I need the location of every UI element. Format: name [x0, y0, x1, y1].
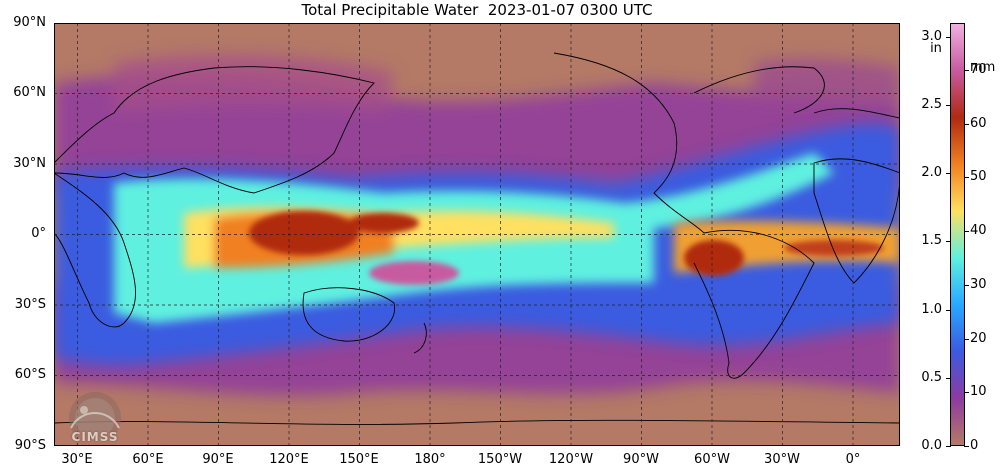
colorbar — [946, 23, 969, 447]
tpw-map-canvas — [54, 23, 900, 446]
colorbar-in-tick — [946, 173, 951, 175]
colorbar-in-tick-label: 2.0 — [921, 165, 942, 181]
map-frame — [54, 23, 900, 446]
lon-label-180: 180° — [414, 452, 446, 467]
colorbar-mm-tick-label: 70 — [970, 61, 987, 77]
lat-label-60s: 60°S — [14, 367, 46, 382]
colorbar-mm-tick — [964, 177, 969, 179]
moisture-intense-layer — [249, 211, 884, 285]
lat-label-0: 0° — [31, 226, 46, 241]
cimss-logo: CIMSS — [56, 388, 134, 444]
map-title: Total Precipitable Water 2023-01-07 0300… — [301, 1, 653, 19]
lat-label-60n: 60°N — [13, 85, 46, 100]
colorbar-in-tick-label: 0.0 — [921, 438, 942, 453]
colorbar-in-tick — [946, 104, 951, 106]
colorbar-mm-tick-label: 50 — [970, 169, 987, 185]
colorbar-in-tick — [946, 241, 951, 243]
colorbar-mm-tick — [964, 123, 969, 125]
colorbar-in-tick — [946, 309, 951, 311]
lon-label-90e: 90°E — [202, 452, 234, 467]
colorbar-in-tick-label: 3.0 — [921, 28, 942, 44]
colorbar-mm-tick-label: 40 — [970, 223, 987, 239]
colorbar-mm-tick-label: 0 — [970, 438, 979, 453]
colorbar-in-tick — [946, 36, 951, 38]
lat-label-90s: 90°S — [14, 438, 46, 453]
cimss-logo-emblem — [69, 392, 121, 444]
colorbar-mm-tick — [964, 231, 969, 233]
colorbar-unit-in: in — [930, 41, 942, 56]
lon-label-0: 0° — [845, 452, 861, 467]
colorbar-mm-tick — [964, 69, 969, 71]
lon-label-60w: 60°W — [694, 452, 730, 467]
colorbar-mm-tick — [964, 392, 969, 394]
lon-label-120w: 120°W — [548, 452, 594, 467]
colorbar-in-tick-label: 0.5 — [921, 369, 942, 385]
lon-label-90w: 90°W — [623, 452, 659, 467]
colorbar-mm-tick — [964, 338, 969, 340]
colorbar-unit-mm: mm — [970, 60, 996, 75]
cimss-logo-text: CIMSS — [71, 430, 119, 444]
colorbar-in-tick — [946, 377, 951, 379]
graticule — [54, 23, 900, 446]
colorbar-mm-tick-label: 10 — [970, 384, 987, 400]
lat-label-90n: 90°N — [13, 15, 46, 30]
lon-label-150e: 150°E — [339, 452, 379, 467]
lat-label-30s: 30°S — [14, 297, 46, 312]
colorbar-in-tick-label: 2.5 — [921, 96, 942, 112]
coastlines — [54, 52, 900, 425]
colorbar-mm-tick-label: 30 — [970, 276, 987, 292]
colorbar-mm-tick — [964, 446, 969, 447]
colorbar-mm-tick-label: 20 — [970, 330, 987, 346]
lon-label-60e: 60°E — [132, 452, 164, 467]
lon-label-30w: 30°W — [764, 452, 800, 467]
lon-label-30e: 30°E — [61, 452, 93, 467]
lon-label-150w: 150°W — [477, 452, 523, 467]
lon-label-120e: 120°E — [269, 452, 309, 467]
colorbar-in-tick-label: 1.5 — [921, 233, 942, 249]
colorbar-gradient — [951, 24, 964, 445]
lat-label-30n: 30°N — [13, 156, 46, 171]
colorbar-mm-tick — [964, 284, 969, 286]
colorbar-mm-tick-label: 60 — [970, 115, 987, 131]
colorbar-in-tick — [946, 446, 951, 447]
tpw-map — [54, 23, 900, 446]
colorbar-in-tick-label: 1.0 — [921, 301, 942, 317]
